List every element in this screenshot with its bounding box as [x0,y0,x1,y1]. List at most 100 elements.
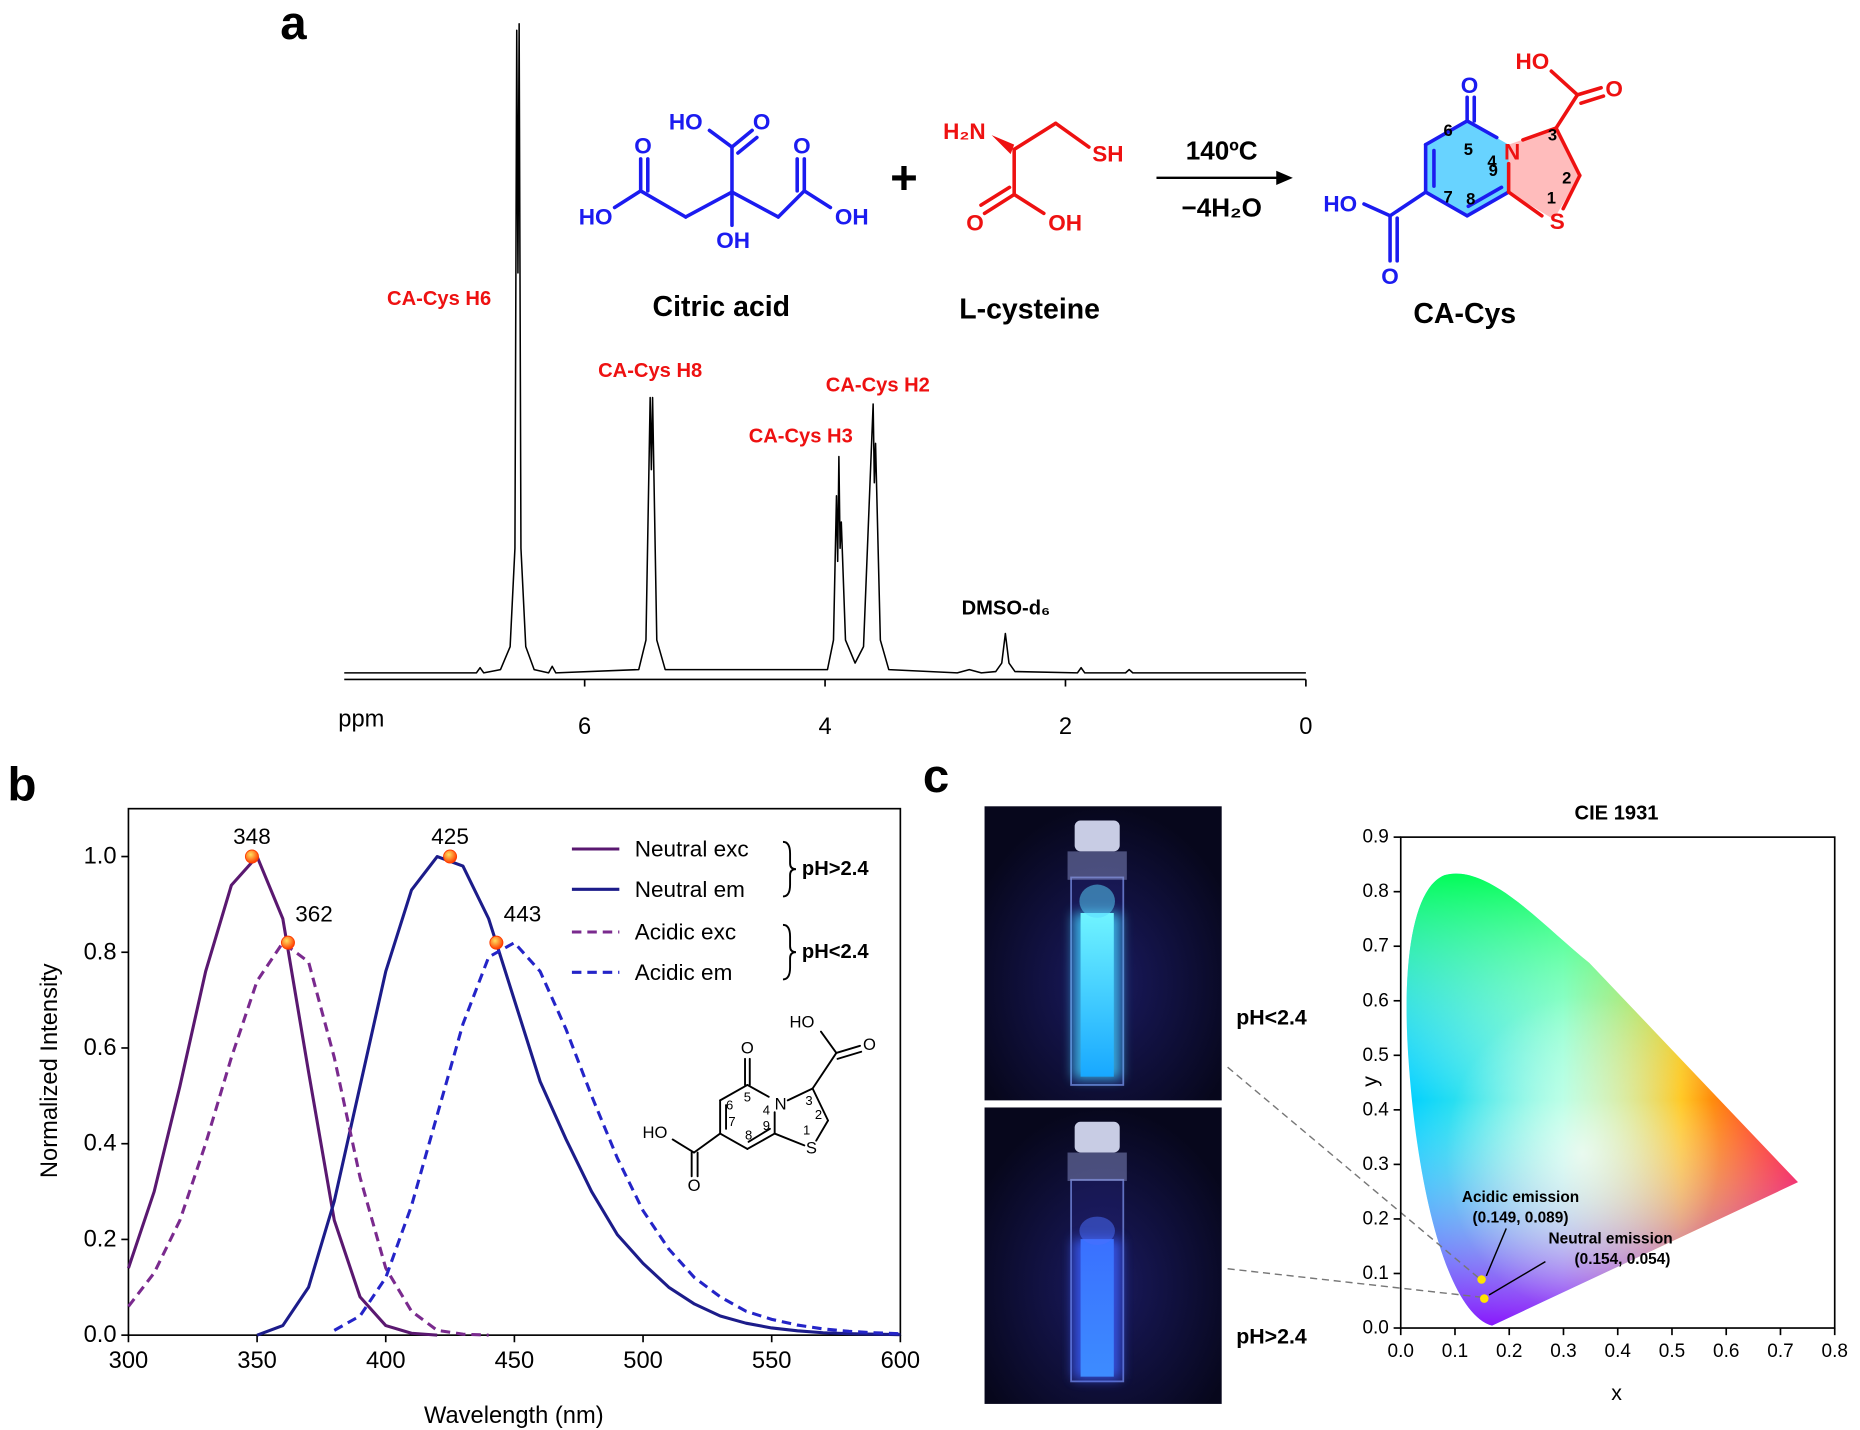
atom-label: N [775,1094,787,1113]
atom-label: HO [1515,49,1549,74]
atom-number: 5 [1464,140,1473,159]
y-tick-label: 0.2 [1363,1208,1389,1229]
atom-number: 8 [1466,190,1475,209]
bond-line [730,128,754,149]
bond-line [1575,85,1603,97]
data-point [1477,1275,1486,1284]
x-tick-label: 0.7 [1767,1341,1793,1362]
atom-label: N [1504,139,1520,164]
x-tick-label: 0.2 [1496,1341,1522,1362]
x-tick-label: 2 [1059,714,1072,740]
photo-label: pH<2.4 [1236,1005,1307,1029]
bond-line [1362,202,1392,218]
bond-line [1554,126,1582,178]
legend-label: Neutral em [635,877,745,902]
atom-label: O [741,1039,754,1058]
plus-sign: + [890,151,918,204]
data-line [126,854,438,1337]
bond-line [1465,119,1499,140]
cysteine-structure: H₂N SH O OH L-cysteine [943,119,1123,325]
bond-line [815,1119,829,1142]
x-axis-label: Wavelength (nm) [424,1403,604,1429]
bond-line [776,189,807,219]
atom-number: 5 [744,1089,751,1104]
bond-line [819,1030,838,1054]
atom-label: O [863,1035,876,1054]
shape [1079,1216,1115,1246]
data-line [256,854,901,1337]
bond-line [1012,121,1058,152]
citric-acid-structure: HO O O O HO OH OH Citric acid [579,110,869,323]
legend-brace [782,923,797,981]
bond-line [1423,190,1469,218]
bond-line [1466,185,1504,209]
panel-letter: c [923,750,949,803]
peak-label: 362 [295,902,333,927]
x-tick-label: 0 [1299,714,1312,740]
bond-line [1554,93,1580,130]
x-tick-label: 0.4 [1605,1341,1631,1362]
shape [1074,820,1120,852]
atom-number: 9 [763,1118,770,1133]
atom-label: H₂N [943,119,986,144]
shape [1074,1121,1120,1153]
bond-line [638,189,688,219]
peak-label: 348 [233,824,271,849]
photo-label: pH>2.4 [1236,1324,1307,1348]
x-tick-label: 600 [881,1348,921,1374]
peak-annotation: CA-Cys H8 [598,360,702,382]
atom-label: O [753,110,771,135]
y-tick-label: 0.1 [1363,1263,1389,1284]
peak-annotation: CA-Cys H6 [387,288,491,310]
bond-line [1561,173,1582,211]
legend-label: Acidic em [635,960,733,985]
x-tick-label: 6 [578,714,591,740]
bond-line [1506,190,1544,218]
bond-line [979,185,1012,207]
atom-number: 4 [1487,152,1497,171]
ca-cys-structure: HO O O N S HO O 6 5 4 3 7 8 9 2 1 CA-Cys [1323,49,1623,330]
bond-line [746,1084,770,1098]
atom-label: OH [835,204,869,229]
atom-label: HO [579,204,613,229]
atom-number: 2 [1562,168,1571,187]
x-axis-label: ppm [338,707,384,733]
legend-group-label: pH>2.4 [802,858,869,880]
atom-number: 7 [1444,187,1453,206]
peak-marker [244,849,259,864]
y-axis-label: Normalized Intensity [37,963,63,1178]
shape [1067,1152,1127,1181]
bond-line [802,189,833,210]
atom-number: 4 [763,1102,770,1117]
x-tick-label: 350 [237,1348,277,1374]
atom-label: HO [1323,191,1357,216]
bond-line [746,1132,776,1150]
leader-line [1227,1268,1482,1298]
bond-line [786,1087,814,1102]
bond-line [811,1087,829,1122]
bond-line [736,135,759,155]
atom-label: O [793,133,811,158]
atom-label: O [1605,76,1623,101]
atom-label: O [1461,73,1479,98]
atom-number: 1 [1547,189,1556,208]
x-tick-label: 0.3 [1550,1341,1576,1362]
bond-line [1012,192,1046,216]
bond-line [982,192,1016,216]
peak-label: 443 [504,902,542,927]
y-tick-label: 0.6 [84,1035,117,1061]
atom-label: S [806,1138,817,1157]
shape [1079,884,1115,918]
photo-acidic [984,806,1222,1101]
bond-line [1521,126,1558,142]
y-tick-label: 0.4 [1363,1099,1389,1120]
atom-label: O [688,1176,701,1195]
photo-neutral [984,1107,1222,1404]
point-name: Acidic emission [1462,1189,1579,1206]
atom-number: 2 [815,1107,822,1122]
y-tick-label: 0.5 [1363,1045,1389,1066]
data-line [127,941,489,1337]
ring-fill [1425,120,1509,216]
peak-label: 425 [431,824,469,849]
atom-number: 8 [745,1127,752,1142]
